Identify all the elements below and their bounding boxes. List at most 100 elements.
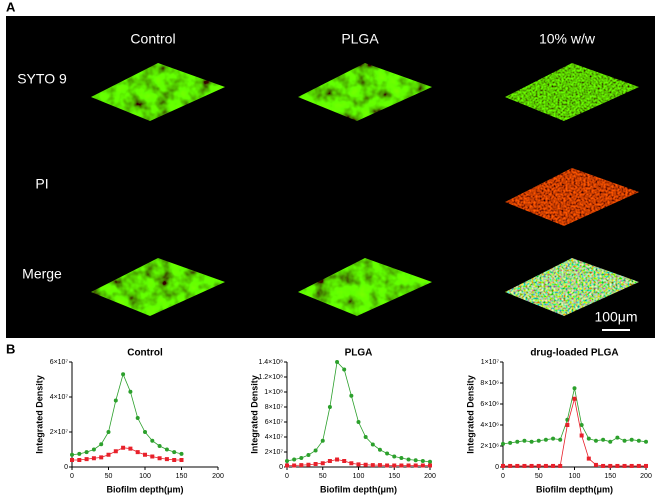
data-point (99, 442, 104, 447)
x-tick-label: 50 (105, 473, 113, 480)
data-point (508, 463, 513, 468)
series-line (503, 398, 646, 467)
data-point (399, 463, 404, 468)
column-header: PLGA (341, 31, 379, 47)
data-point (370, 463, 375, 468)
data-point (615, 435, 620, 440)
data-point (536, 463, 541, 468)
data-point (392, 454, 397, 459)
data-point (363, 462, 368, 467)
data-point (629, 437, 634, 442)
data-point (179, 458, 184, 462)
y-tick-label: 2×10⁷ (265, 449, 284, 456)
data-point (515, 463, 520, 468)
row-label: PI (35, 176, 48, 192)
data-point (601, 463, 606, 468)
data-point (306, 453, 311, 457)
column-header: 10% w/w (539, 31, 596, 47)
data-point (342, 459, 347, 463)
panel-label: A (6, 0, 16, 14)
y-tick-label: 0 (495, 464, 499, 471)
data-point (622, 438, 627, 443)
y-tick-label: 4×10⁷ (265, 434, 284, 441)
data-point (529, 463, 534, 468)
chart-title: drug-loaded PLGA (530, 348, 618, 359)
data-point (157, 444, 162, 448)
data-point (428, 459, 432, 464)
chart-title: Control (127, 348, 163, 359)
y-tick-label: 2×10⁶ (480, 443, 499, 450)
data-point (572, 396, 577, 401)
data-point (128, 389, 133, 394)
data-point (77, 451, 82, 456)
data-point (428, 463, 432, 468)
y-tick-label: 1.2×10⁸ (258, 374, 283, 381)
data-point (420, 463, 425, 468)
y-tick-label: 0 (64, 464, 68, 471)
data-point (179, 451, 184, 456)
y-axis-label: Integrated Density (34, 375, 44, 454)
data-point (385, 451, 390, 456)
data-point (593, 438, 598, 443)
data-point (579, 423, 584, 427)
data-point (292, 463, 297, 468)
y-tick-label: 4×10⁷ (50, 394, 69, 401)
data-point (522, 438, 527, 443)
data-point (121, 372, 126, 377)
data-point (91, 447, 96, 452)
data-point (292, 457, 297, 462)
data-point (586, 456, 591, 461)
y-tick-label: 1×10⁷ (481, 359, 500, 366)
data-point (285, 459, 289, 463)
scale-bar-label: 100μm (594, 309, 637, 325)
data-point (420, 459, 425, 463)
data-point (629, 463, 634, 468)
data-point (565, 423, 570, 427)
data-point (335, 360, 340, 364)
y-tick-label: 4×10⁶ (480, 422, 499, 429)
data-point (70, 458, 74, 462)
data-point (644, 439, 648, 444)
data-point (164, 447, 169, 452)
data-point (593, 462, 598, 467)
y-tick-label: 6×10⁶ (480, 401, 499, 408)
data-point (320, 461, 325, 466)
y-tick-label: 2×10⁷ (50, 429, 69, 436)
y-axis-label: Integrated Density (465, 375, 475, 454)
y-tick-label: 8×10⁶ (480, 380, 499, 387)
data-point (543, 463, 548, 468)
data-point (543, 437, 548, 442)
series-line (286, 361, 431, 463)
data-point (157, 456, 162, 461)
data-point (622, 463, 627, 468)
data-point (327, 405, 332, 409)
data-point (501, 463, 505, 468)
data-point (551, 463, 556, 468)
column-header: Control (130, 31, 175, 47)
x-tick-label: 0 (285, 473, 289, 480)
data-point (70, 452, 74, 457)
x-tick-label: 0 (70, 473, 74, 480)
x-tick-label: 200 (212, 473, 224, 480)
data-point (335, 457, 340, 462)
data-point (320, 438, 325, 443)
data-point (306, 462, 311, 467)
data-point (370, 442, 375, 447)
data-point (608, 439, 613, 444)
data-point (558, 437, 563, 442)
data-point (77, 458, 82, 462)
x-axis-label: Biofilm depth(μm) (536, 484, 613, 494)
y-tick-label: 1×10⁸ (264, 389, 283, 396)
data-point (299, 463, 304, 468)
row-label: Merge (22, 266, 62, 282)
data-point (121, 445, 126, 450)
series-line (71, 373, 182, 456)
data-point (508, 440, 513, 445)
data-point (572, 386, 577, 391)
data-point (558, 463, 563, 468)
data-point (106, 430, 111, 434)
data-point (406, 463, 411, 468)
x-tick-label: 100 (353, 473, 365, 480)
data-point (164, 457, 169, 462)
